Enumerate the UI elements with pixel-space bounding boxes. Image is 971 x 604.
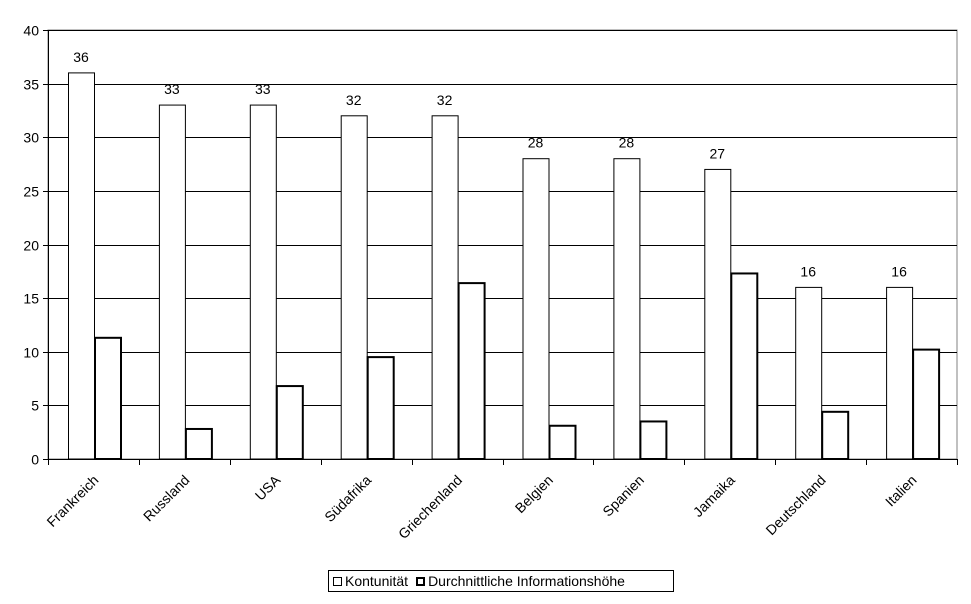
legend: Kontunität Durchnittliche Informationshö… [328, 570, 674, 592]
y-tick-label-10: 10 [23, 345, 39, 361]
bar-kontunitaet-frankreich [68, 72, 95, 460]
bar-kontunitaet-usa [249, 104, 277, 460]
y-tick-label-20: 20 [23, 238, 39, 254]
y-tick-label-35: 35 [23, 77, 39, 93]
y-tick-label-0: 0 [31, 452, 39, 468]
data-label-italien: 16 [891, 263, 907, 279]
data-label-belgien: 28 [528, 135, 544, 151]
category-label-frankreich: Frankreich [43, 472, 101, 530]
bars [68, 72, 941, 461]
bar-informationshoehe-spanien [639, 420, 668, 460]
data-label-jamaika: 27 [710, 145, 726, 161]
bar-kontunitaet-belgien [522, 158, 550, 460]
bar-informationshoehe-deutschland [821, 410, 850, 460]
bar-informationshoehe-italien [912, 348, 941, 461]
bar-kontunitaet-italien [886, 286, 914, 460]
y-tick-label-15: 15 [23, 291, 39, 307]
category-label-sudafrika: Südafrika [321, 472, 374, 525]
category-label-deutschland: Deutschland [762, 472, 828, 538]
data-label-frankreich: 36 [73, 49, 89, 65]
data-label-spanien: 28 [619, 135, 635, 151]
data-label-russland: 33 [164, 81, 180, 97]
bar-informationshoehe-belgien [548, 424, 577, 461]
legend-swatch-informationshoehe [416, 576, 426, 586]
bar-kontunitaet-deutschland [795, 286, 823, 460]
bar-kontunitaet-jamaika [704, 168, 732, 460]
category-label-italien: Italien [882, 472, 920, 510]
bar-kontunitaet-sudafrika [340, 115, 368, 460]
bar-kontunitaet-russland [158, 104, 186, 460]
bar-informationshoehe-russland [184, 427, 213, 461]
y-tick-label-5: 5 [31, 398, 39, 414]
legend-item-kontunitaet: Kontunität [333, 573, 408, 589]
y-tick-label-30: 30 [23, 130, 39, 146]
data-label-usa: 33 [255, 81, 271, 97]
data-labels: 36 33 33 32 32 28 28 27 16 16 [73, 49, 907, 279]
bar-informationshoehe-usa [275, 385, 304, 461]
category-label-jamaika: Jamaika [690, 472, 738, 520]
bar-informationshoehe-jamaika [730, 272, 759, 460]
bar-informationshoehe-griechenland [457, 282, 486, 460]
y-tick-label-40: 40 [23, 23, 39, 39]
bar-informationshoehe-sudafrika [366, 356, 395, 460]
category-label-spanien: Spanien [599, 472, 647, 520]
bar-kontunitaet-griechenland [431, 115, 459, 460]
legend-item-informationshoehe: Durchnittliche Informationshöhe [416, 573, 625, 589]
bar-informationshoehe-frankreich [94, 336, 122, 460]
category-label-griechenland: Griechenland [395, 472, 465, 542]
category-label-belgien: Belgien [512, 472, 556, 516]
data-label-deutschland: 16 [800, 263, 816, 279]
bar-kontunitaet-spanien [613, 158, 641, 460]
category-label-russland: Russland [140, 472, 193, 525]
x-axis: Frankreich Russland USA Südafrika Griechenla… [43, 459, 958, 542]
category-label-usa: USA [252, 471, 284, 503]
legend-swatch-kontunitaet [333, 576, 342, 586]
y-tick-label-25: 25 [23, 184, 39, 200]
y-axis: 0 5 10 15 20 25 30 35 40 [23, 23, 49, 468]
data-label-griechenland: 32 [437, 92, 453, 108]
legend-label-kontunitaet: Kontunität [345, 573, 409, 589]
data-label-sudafrika: 32 [346, 92, 362, 108]
legend-label-informationshoehe: Durchnittliche Informationshöhe [428, 573, 625, 589]
